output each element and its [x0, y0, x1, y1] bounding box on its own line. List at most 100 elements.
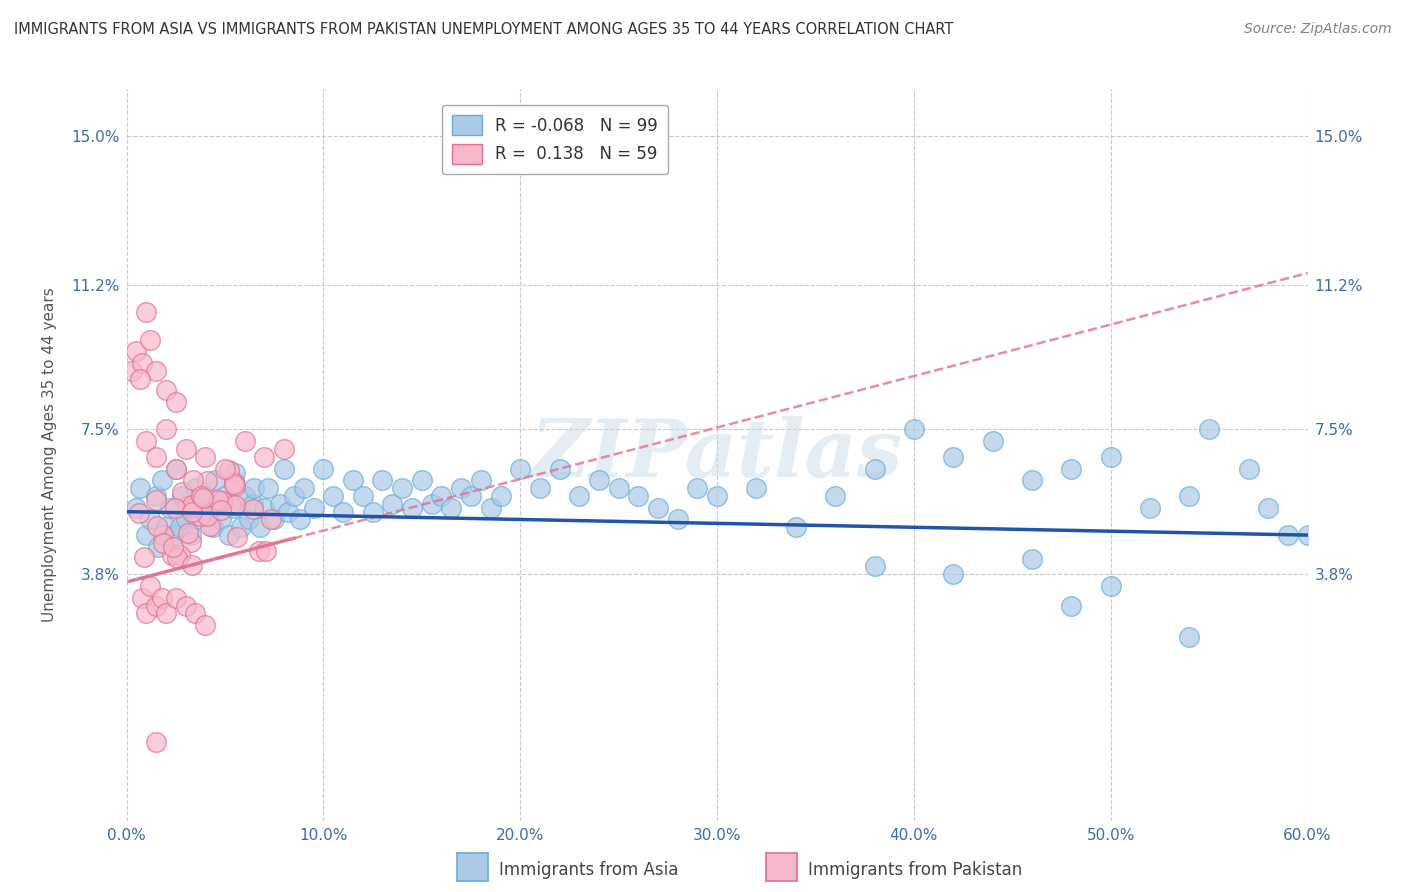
Point — [588, 474, 610, 488]
Point — [202, 520, 225, 534]
Point — [172, 484, 194, 499]
Point — [242, 502, 264, 516]
Point — [269, 497, 291, 511]
Point — [229, 520, 252, 534]
Point — [165, 461, 187, 475]
Text: Immigrants from Pakistan: Immigrants from Pakistan — [808, 861, 1022, 879]
Point — [1060, 461, 1083, 475]
Point — [253, 500, 276, 515]
Point — [131, 356, 153, 370]
Point — [186, 512, 208, 526]
Point — [145, 489, 167, 503]
Point — [180, 528, 202, 542]
Legend: R = -0.068   N = 99, R =  0.138   N = 59: R = -0.068 N = 99, R = 0.138 N = 59 — [441, 105, 668, 174]
Point — [195, 474, 218, 488]
Point — [1178, 489, 1201, 503]
Point — [247, 544, 270, 558]
Point — [391, 481, 413, 495]
Point — [183, 500, 205, 515]
Point — [273, 461, 295, 475]
Point — [135, 528, 157, 542]
Point — [155, 607, 177, 621]
Point — [1099, 450, 1122, 464]
Point — [174, 599, 197, 613]
Point — [145, 599, 167, 613]
Point — [242, 497, 264, 511]
Point — [198, 518, 221, 533]
Point — [181, 498, 204, 512]
Point — [219, 499, 242, 513]
Point — [312, 461, 335, 475]
Point — [194, 618, 217, 632]
Point — [785, 520, 807, 534]
Point — [180, 505, 202, 519]
Point — [352, 489, 374, 503]
Point — [194, 489, 217, 503]
Point — [184, 481, 207, 495]
Point — [222, 500, 245, 515]
Point — [125, 500, 148, 515]
Point — [209, 512, 232, 526]
Point — [184, 607, 207, 621]
Point — [238, 512, 260, 526]
Point — [257, 481, 280, 495]
Point — [460, 489, 482, 503]
Point — [145, 450, 167, 464]
Point — [145, 518, 167, 533]
Point — [568, 489, 591, 503]
Point — [1021, 551, 1043, 566]
Point — [233, 489, 256, 503]
Point — [277, 505, 299, 519]
Point — [254, 544, 277, 558]
Point — [162, 541, 184, 555]
Point — [135, 607, 157, 621]
Point — [131, 591, 153, 605]
Point — [1099, 579, 1122, 593]
Point — [155, 520, 177, 534]
Point — [440, 500, 463, 515]
Point — [211, 494, 233, 508]
Point — [371, 474, 394, 488]
Point — [224, 466, 246, 480]
Point — [627, 489, 650, 503]
Point — [292, 481, 315, 495]
Point — [863, 461, 886, 475]
Point — [647, 500, 669, 515]
Point — [180, 535, 202, 549]
Point — [195, 509, 218, 524]
Point — [145, 492, 167, 507]
Point — [283, 489, 305, 503]
Point — [190, 489, 212, 503]
Point — [169, 520, 191, 534]
Point — [209, 503, 232, 517]
Point — [121, 364, 143, 378]
Point — [706, 489, 728, 503]
Point — [863, 559, 886, 574]
Point — [165, 501, 187, 516]
Point — [191, 491, 214, 506]
Point — [207, 493, 229, 508]
Point — [1257, 500, 1279, 515]
Point — [381, 497, 404, 511]
Point — [145, 735, 167, 749]
Point — [509, 461, 531, 475]
Point — [903, 422, 925, 436]
Point — [411, 474, 433, 488]
Point — [1237, 461, 1260, 475]
Point — [1139, 500, 1161, 515]
Point — [165, 591, 187, 605]
Point — [249, 520, 271, 534]
Point — [332, 505, 354, 519]
Point — [152, 535, 174, 549]
Point — [129, 371, 152, 385]
Point — [529, 481, 551, 495]
Point — [139, 579, 162, 593]
Point — [342, 474, 364, 488]
Point — [150, 591, 173, 605]
Point — [190, 497, 212, 511]
Point — [174, 512, 197, 526]
Point — [260, 512, 283, 526]
Point — [224, 498, 246, 512]
Point — [179, 500, 201, 515]
Point — [450, 481, 472, 495]
